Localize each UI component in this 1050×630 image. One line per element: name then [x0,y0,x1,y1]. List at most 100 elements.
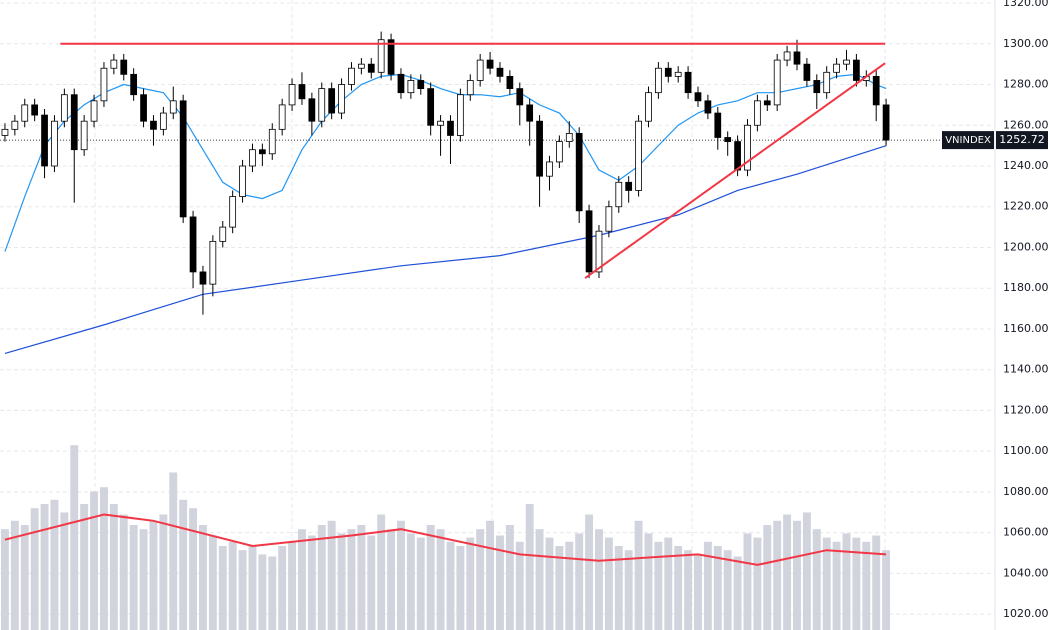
volume-bar [397,520,405,630]
moving-average-line [4,145,887,354]
candle-body [853,59,860,81]
candle-body [11,120,19,130]
volume-bar [644,533,653,630]
volume-bar [199,525,207,630]
candle-body [447,120,454,136]
candle-body [219,226,227,242]
volume-bar [743,533,752,630]
volume-bar [50,499,59,630]
candle-body [31,104,39,116]
candle-body [278,104,286,130]
candle-body [60,94,68,122]
volume-bar [713,546,722,630]
candle-body [159,112,167,130]
candle-body [763,100,771,106]
volume-bar [0,529,9,630]
volume-bar [832,541,841,630]
volume-bar [208,535,217,630]
candle-body [466,80,474,96]
candle-body [783,51,791,61]
candle-body [1,128,9,136]
candle-body [734,141,741,171]
candle-body [674,71,682,77]
volume-bar [367,535,376,630]
volume-bar [189,508,198,630]
volume-bar [426,525,435,630]
volume-bar [773,520,782,630]
volume-bar [288,541,297,630]
volume-bar [446,541,455,630]
candle-body [328,88,336,114]
volume-bar [585,514,594,630]
candle-body [526,104,534,122]
candle-body [209,240,217,285]
candle-body [714,112,722,138]
volume-bar [486,520,495,630]
candle-body [516,88,524,106]
volume-bar [248,546,257,630]
candle-body [823,71,831,94]
volume-bar [862,541,871,630]
candle-body [506,75,514,90]
candle-body [288,84,296,106]
candle-body [199,271,207,285]
symbol-label: VNINDEX [945,135,991,146]
candle-body [773,59,781,106]
y-tick-label: 1160.00 [1003,322,1049,335]
volume-bar [179,499,188,630]
volume-bar [565,541,574,630]
candle-body [397,73,405,94]
candle-body [130,73,138,96]
trendline [584,62,886,279]
volume-bar [684,550,693,630]
volume-bar [505,525,514,630]
volume-bar [733,556,742,630]
candle-body [546,161,553,177]
volume-bar [129,525,138,630]
volume-bar [228,541,237,630]
volume-bar [347,529,356,630]
volume-bar [99,487,108,630]
volume-bar [337,533,346,630]
volume-bar [139,529,148,630]
candle-body [179,100,187,218]
candle-body [387,39,395,75]
candle-body [348,67,355,85]
candle-body [872,75,880,106]
candle-body [635,120,642,191]
candle-body [51,120,58,167]
candle-body [100,67,108,102]
volume-bar [268,556,277,630]
candle-body [536,120,543,177]
volume-bar [842,533,851,630]
candle-body [625,181,633,191]
candle-body [357,63,365,69]
y-tick-label: 1080.00 [1003,485,1049,498]
candle-body [41,114,48,167]
volume-bar [456,546,465,630]
y-tick-label: 1020.00 [1003,607,1049,620]
candle-body [367,63,375,73]
volume-bar [664,537,673,630]
volume-bar [149,520,158,630]
volume-bar [119,514,128,630]
candle-body [476,59,484,81]
y-tick-label: 1200.00 [1003,240,1049,253]
candle-body [724,137,732,142]
candle-body [268,128,276,155]
volume-bar [387,529,396,630]
volume-bar [466,537,475,630]
volume-bar [575,533,584,630]
candle-body [427,88,435,126]
candle-body [803,63,811,81]
y-tick-label: 1220.00 [1003,200,1049,213]
volume-bar [476,529,485,630]
candle-body [704,100,712,114]
y-tick-label: 1320.00 [1003,0,1049,9]
candle-body [308,98,316,122]
volume-bar [20,525,29,630]
y-tick-label: 1060.00 [1003,526,1049,539]
moving-average-line [4,73,887,252]
volume-bar [763,525,772,630]
